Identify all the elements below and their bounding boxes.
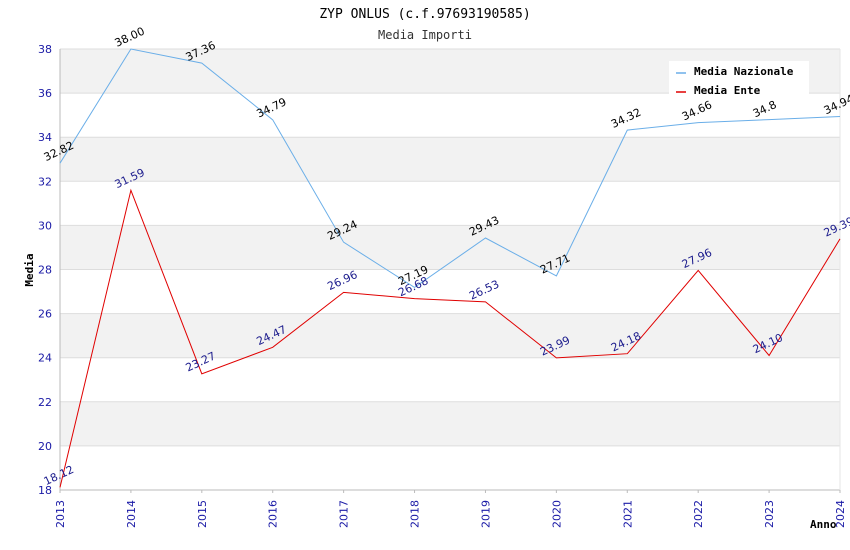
background-bands — [60, 49, 840, 446]
y-tick-label: 26 — [38, 308, 52, 321]
data-label-ente: 18.12 — [42, 463, 76, 488]
data-label-nazionale: 34.94 — [822, 92, 850, 117]
band — [60, 401, 840, 446]
y-axis-ticks: 18 20 22 24 26 28 30 32 34 36 38 — [38, 43, 52, 497]
y-tick-label: 24 — [38, 352, 52, 365]
data-label-nazionale: 38.00 — [113, 25, 147, 50]
y-tick-label: 22 — [38, 396, 52, 409]
y-tick-label: 36 — [38, 87, 52, 100]
y-axis-title: Media — [23, 253, 36, 286]
legend: Media Nazionale Media Ente — [669, 61, 809, 97]
x-axis-ticks: 2013 2014 2015 2016 2017 2018 2019 2020 2021 2022… — [54, 490, 847, 528]
x-tick-label: 2021 — [621, 500, 634, 528]
x-tick-label: 2014 — [125, 500, 138, 528]
series-line-ente — [59, 188, 841, 488]
legend-label-nazionale: Media Nazionale — [694, 65, 794, 78]
data-label-ente: 26.53 — [467, 278, 501, 303]
x-axis-title: Anno — [810, 518, 837, 531]
data-label-nazionale: 34.8 — [751, 98, 779, 120]
legend-box — [669, 61, 809, 95]
x-tick-label: 2013 — [54, 500, 67, 528]
legend-label-ente: Media Ente — [694, 84, 761, 97]
x-tick-label: 2018 — [409, 500, 422, 528]
x-tick-label: 2015 — [196, 500, 209, 528]
gridlines — [59, 48, 841, 491]
x-tick-label: 2017 — [338, 500, 351, 528]
y-tick-label: 30 — [38, 219, 52, 232]
y-tick-label: 28 — [38, 264, 52, 277]
data-label-nazionale: 34.79 — [255, 95, 289, 120]
chart-title: ZYP ONLUS (c.f.97693190585) — [319, 7, 530, 22]
y-tick-label: 38 — [38, 43, 52, 56]
y-tick-label: 20 — [38, 440, 52, 453]
data-label-nazionale: 34.32 — [609, 106, 643, 131]
x-tick-label: 2020 — [550, 500, 563, 528]
band — [60, 137, 840, 182]
series-lines — [59, 48, 841, 488]
data-label-nazionale: 34.66 — [680, 98, 714, 123]
y-tick-label: 18 — [38, 484, 52, 497]
chart-subtitle: Media Importi — [378, 28, 472, 42]
x-tick-label: 2022 — [692, 500, 705, 528]
x-tick-label: 2019 — [479, 500, 492, 528]
y-tick-label: 32 — [38, 175, 52, 188]
x-tick-label: 2023 — [763, 500, 776, 528]
x-tick-label: 2024 — [834, 500, 847, 528]
data-label-ente: 26.96 — [325, 268, 359, 293]
band — [60, 313, 840, 358]
x-tick-label: 2016 — [267, 500, 280, 528]
y-tick-label: 34 — [38, 131, 52, 144]
series-line-nazionale — [59, 48, 841, 289]
